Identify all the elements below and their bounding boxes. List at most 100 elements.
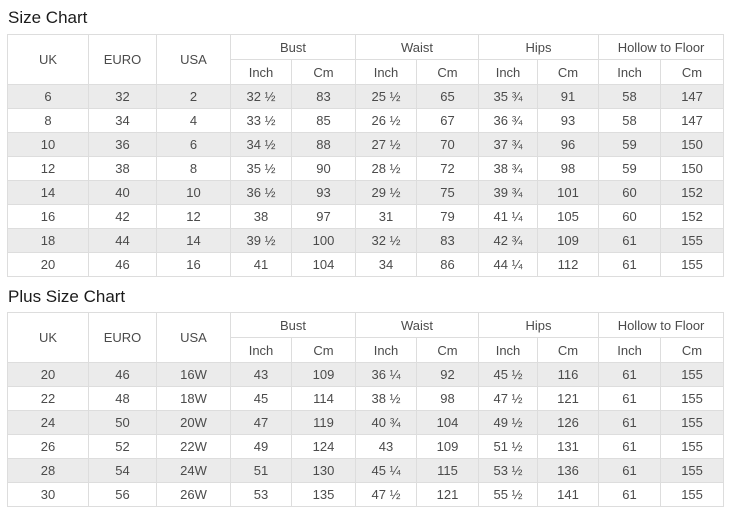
table-cell: 92 bbox=[416, 362, 480, 387]
table-cell: 155 bbox=[660, 362, 725, 387]
table-cell: 46 bbox=[88, 252, 157, 277]
table-cell: 24 bbox=[7, 410, 89, 435]
table-cell: 22 bbox=[7, 386, 89, 411]
sub-header-cm: Cm bbox=[660, 337, 725, 363]
column-header-uk: UK bbox=[7, 312, 89, 363]
table-row: 8 34 4 33 ½ 85 26 ½ 67 36 ¾ 93 58 147 bbox=[7, 108, 725, 133]
table-cell: 150 bbox=[660, 132, 725, 157]
table-cell: 98 bbox=[416, 386, 480, 411]
table-cell: 10 bbox=[156, 180, 231, 205]
table-cell: 96 bbox=[537, 132, 600, 157]
table-cell: 147 bbox=[660, 84, 725, 109]
table-cell: 104 bbox=[290, 252, 357, 277]
table-cell: 44 ¼ bbox=[478, 252, 539, 277]
table-cell: 59 bbox=[598, 156, 662, 181]
table-cell: 65 bbox=[416, 84, 480, 109]
table-row: 24 50 20W 47 119 40 ¾ 104 49 ½ 126 61 155 bbox=[7, 410, 725, 435]
table-cell: 51 bbox=[230, 458, 292, 483]
table-cell: 36 ½ bbox=[230, 180, 292, 205]
table-cell: 33 ½ bbox=[230, 108, 292, 133]
table-cell: 60 bbox=[598, 180, 662, 205]
table-cell: 104 bbox=[416, 410, 480, 435]
table-cell: 98 bbox=[537, 156, 600, 181]
table-row: 22 48 18W 45 114 38 ½ 98 47 ½ 121 61 155 bbox=[7, 386, 725, 411]
table-cell: 152 bbox=[660, 204, 725, 229]
sub-header-inch: Inch bbox=[355, 337, 418, 363]
table-cell: 16W bbox=[156, 362, 231, 387]
sub-header-cm: Cm bbox=[290, 337, 357, 363]
table-cell: 29 ½ bbox=[355, 180, 418, 205]
table-cell: 12 bbox=[7, 156, 89, 181]
group-header-hollow-to-floor: Hollow to Floor bbox=[598, 312, 725, 338]
table-cell: 61 bbox=[598, 482, 662, 507]
table-cell: 67 bbox=[416, 108, 480, 133]
table-cell: 75 bbox=[416, 180, 480, 205]
table-cell: 28 bbox=[7, 458, 89, 483]
table-cell: 112 bbox=[537, 252, 600, 277]
table-cell: 49 ½ bbox=[478, 410, 539, 435]
table-cell: 28 ½ bbox=[355, 156, 418, 181]
table-cell: 83 bbox=[290, 84, 357, 109]
table-cell: 51 ½ bbox=[478, 434, 539, 459]
table-cell: 42 ¾ bbox=[478, 228, 539, 253]
column-header-euro: EURO bbox=[88, 312, 157, 363]
table-cell: 4 bbox=[156, 108, 231, 133]
table-cell: 93 bbox=[290, 180, 357, 205]
table-cell: 35 ¾ bbox=[478, 84, 539, 109]
table-cell: 46 bbox=[88, 362, 157, 387]
table-cell: 91 bbox=[537, 84, 600, 109]
table-cell: 18 bbox=[7, 228, 89, 253]
table-cell: 155 bbox=[660, 386, 725, 411]
sub-header-inch: Inch bbox=[230, 59, 292, 85]
column-header-euro: EURO bbox=[88, 34, 157, 85]
table-row: 26 52 22W 49 124 43 109 51 ½ 131 61 155 bbox=[7, 434, 725, 459]
table-cell: 27 ½ bbox=[355, 132, 418, 157]
sub-header-cm: Cm bbox=[290, 59, 357, 85]
table-row: 28 54 24W 51 130 45 ¼ 115 53 ½ 136 61 155 bbox=[7, 458, 725, 483]
table-cell: 61 bbox=[598, 410, 662, 435]
table-cell: 56 bbox=[88, 482, 157, 507]
table-cell: 35 ½ bbox=[230, 156, 292, 181]
table-cell: 43 bbox=[355, 434, 418, 459]
table-cell: 59 bbox=[598, 132, 662, 157]
table-cell: 20W bbox=[156, 410, 231, 435]
table-cell: 55 ½ bbox=[478, 482, 539, 507]
table-cell: 34 bbox=[355, 252, 418, 277]
table-cell: 155 bbox=[660, 434, 725, 459]
table-cell: 53 ½ bbox=[478, 458, 539, 483]
table-cell: 124 bbox=[290, 434, 357, 459]
column-header-usa: USA bbox=[156, 34, 231, 85]
sub-header-inch: Inch bbox=[598, 59, 662, 85]
table-cell: 14 bbox=[7, 180, 89, 205]
group-header-waist: Waist bbox=[355, 312, 480, 338]
table-row: 20 46 16 41 104 34 86 44 ¼ 112 61 155 bbox=[7, 252, 725, 277]
table-cell: 31 bbox=[355, 204, 418, 229]
table-cell: 61 bbox=[598, 386, 662, 411]
table-cell: 155 bbox=[660, 252, 725, 277]
table-cell: 58 bbox=[598, 108, 662, 133]
group-header-bust: Bust bbox=[229, 34, 357, 60]
sub-header-cm: Cm bbox=[416, 337, 480, 363]
table-cell: 2 bbox=[156, 84, 231, 109]
table-cell: 79 bbox=[416, 204, 480, 229]
table-cell: 86 bbox=[416, 252, 480, 277]
table-cell: 44 bbox=[88, 228, 157, 253]
table-cell: 53 bbox=[230, 482, 292, 507]
table-cell: 45 bbox=[230, 386, 292, 411]
table-cell: 39 ¾ bbox=[478, 180, 539, 205]
table-cell: 155 bbox=[660, 228, 725, 253]
table-cell: 40 bbox=[88, 180, 157, 205]
table-cell: 40 ¾ bbox=[355, 410, 418, 435]
table-cell: 16 bbox=[156, 252, 231, 277]
table-cell: 47 ½ bbox=[478, 386, 539, 411]
table-cell: 38 ¾ bbox=[478, 156, 539, 181]
table-cell: 50 bbox=[88, 410, 157, 435]
table-cell: 14 bbox=[156, 228, 231, 253]
table-cell: 12 bbox=[156, 204, 231, 229]
table-cell: 101 bbox=[537, 180, 600, 205]
table-cell: 42 bbox=[88, 204, 157, 229]
sub-header-cm: Cm bbox=[537, 59, 600, 85]
table-row: 12 38 8 35 ½ 90 28 ½ 72 38 ¾ 98 59 150 bbox=[7, 156, 725, 181]
table-cell: 155 bbox=[660, 482, 725, 507]
